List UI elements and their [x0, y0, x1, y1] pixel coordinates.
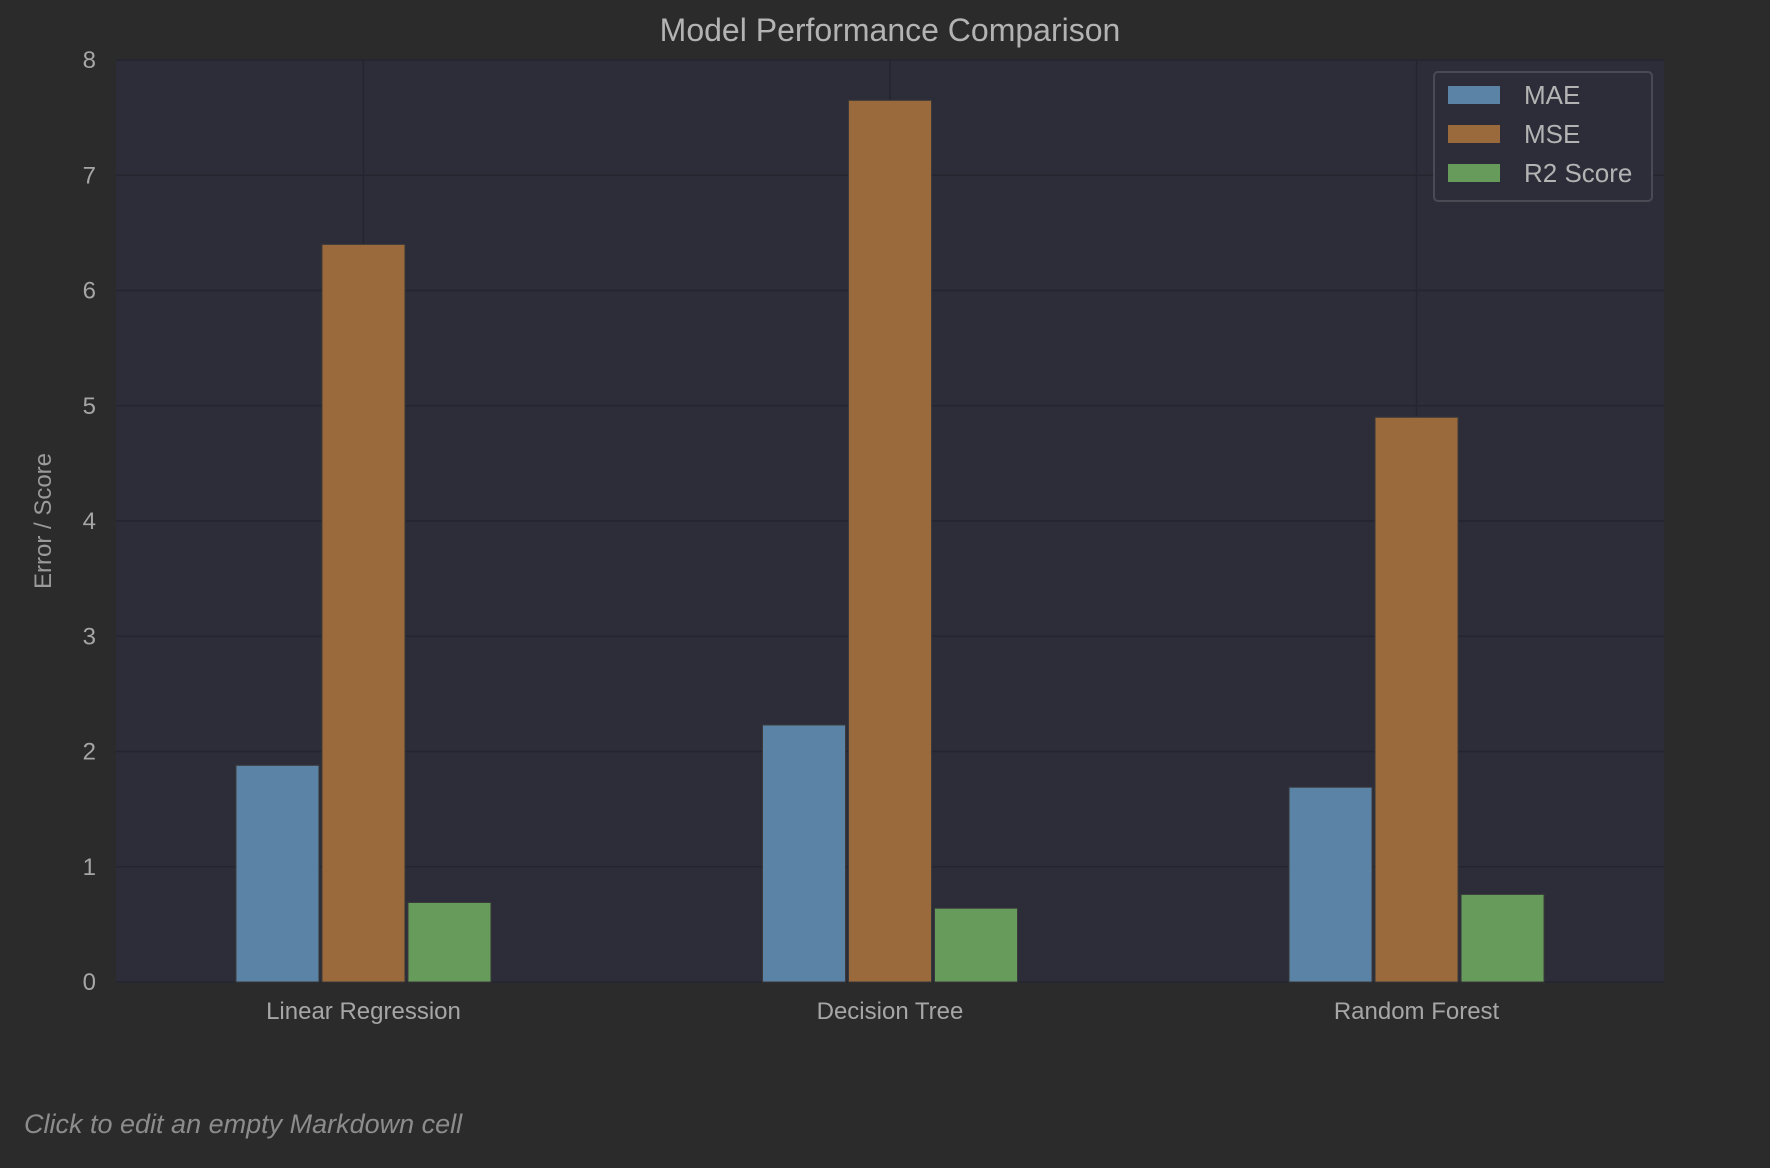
- bar: [235, 764, 320, 983]
- bars: [235, 99, 1545, 983]
- y-tick-label: 7: [83, 162, 96, 189]
- y-tick-label: 6: [83, 278, 96, 305]
- y-tick-label: 2: [83, 739, 96, 766]
- bar: [1288, 786, 1373, 983]
- y-tick-label: 0: [83, 969, 96, 996]
- x-tick-label: Linear Regression: [266, 998, 461, 1025]
- y-tick-label: 5: [83, 393, 96, 420]
- bar: [321, 243, 406, 983]
- legend-swatch: [1448, 86, 1500, 104]
- x-tick-label: Random Forest: [1334, 998, 1500, 1025]
- x-axis-ticks: Linear Regression Decision Tree Random For…: [266, 998, 1499, 1025]
- y-axis-ticks: 0 1 2 3 4 5 6 7 8: [83, 47, 96, 996]
- legend-label: MAE: [1524, 80, 1580, 110]
- bar: [1460, 893, 1545, 983]
- x-tick-label: Decision Tree: [817, 998, 964, 1025]
- bar: [762, 724, 846, 983]
- y-tick-label: 1: [83, 854, 96, 881]
- y-tick-label: 3: [83, 623, 96, 650]
- y-tick-label: 4: [83, 508, 96, 535]
- empty-markdown-cell[interactable]: Click to edit an empty Markdown cell: [24, 1109, 463, 1139]
- legend-label: R2 Score: [1524, 158, 1632, 188]
- performance-chart: 0 1 2 3 4 5 6 7 8 Linear Regression Decision Tree…: [30, 12, 1664, 1025]
- legend-swatch: [1448, 125, 1500, 143]
- y-axis-label: Error / Score: [30, 453, 57, 589]
- legend: MAE MSE R2 Score: [1433, 71, 1653, 202]
- legend-swatch: [1448, 164, 1500, 182]
- bar: [934, 907, 1018, 983]
- bar: [1374, 416, 1459, 983]
- bar: [848, 99, 932, 983]
- bar: [407, 901, 492, 983]
- y-tick-label: 8: [83, 47, 96, 74]
- chart-title: Model Performance Comparison: [660, 12, 1121, 48]
- legend-label: MSE: [1524, 119, 1580, 149]
